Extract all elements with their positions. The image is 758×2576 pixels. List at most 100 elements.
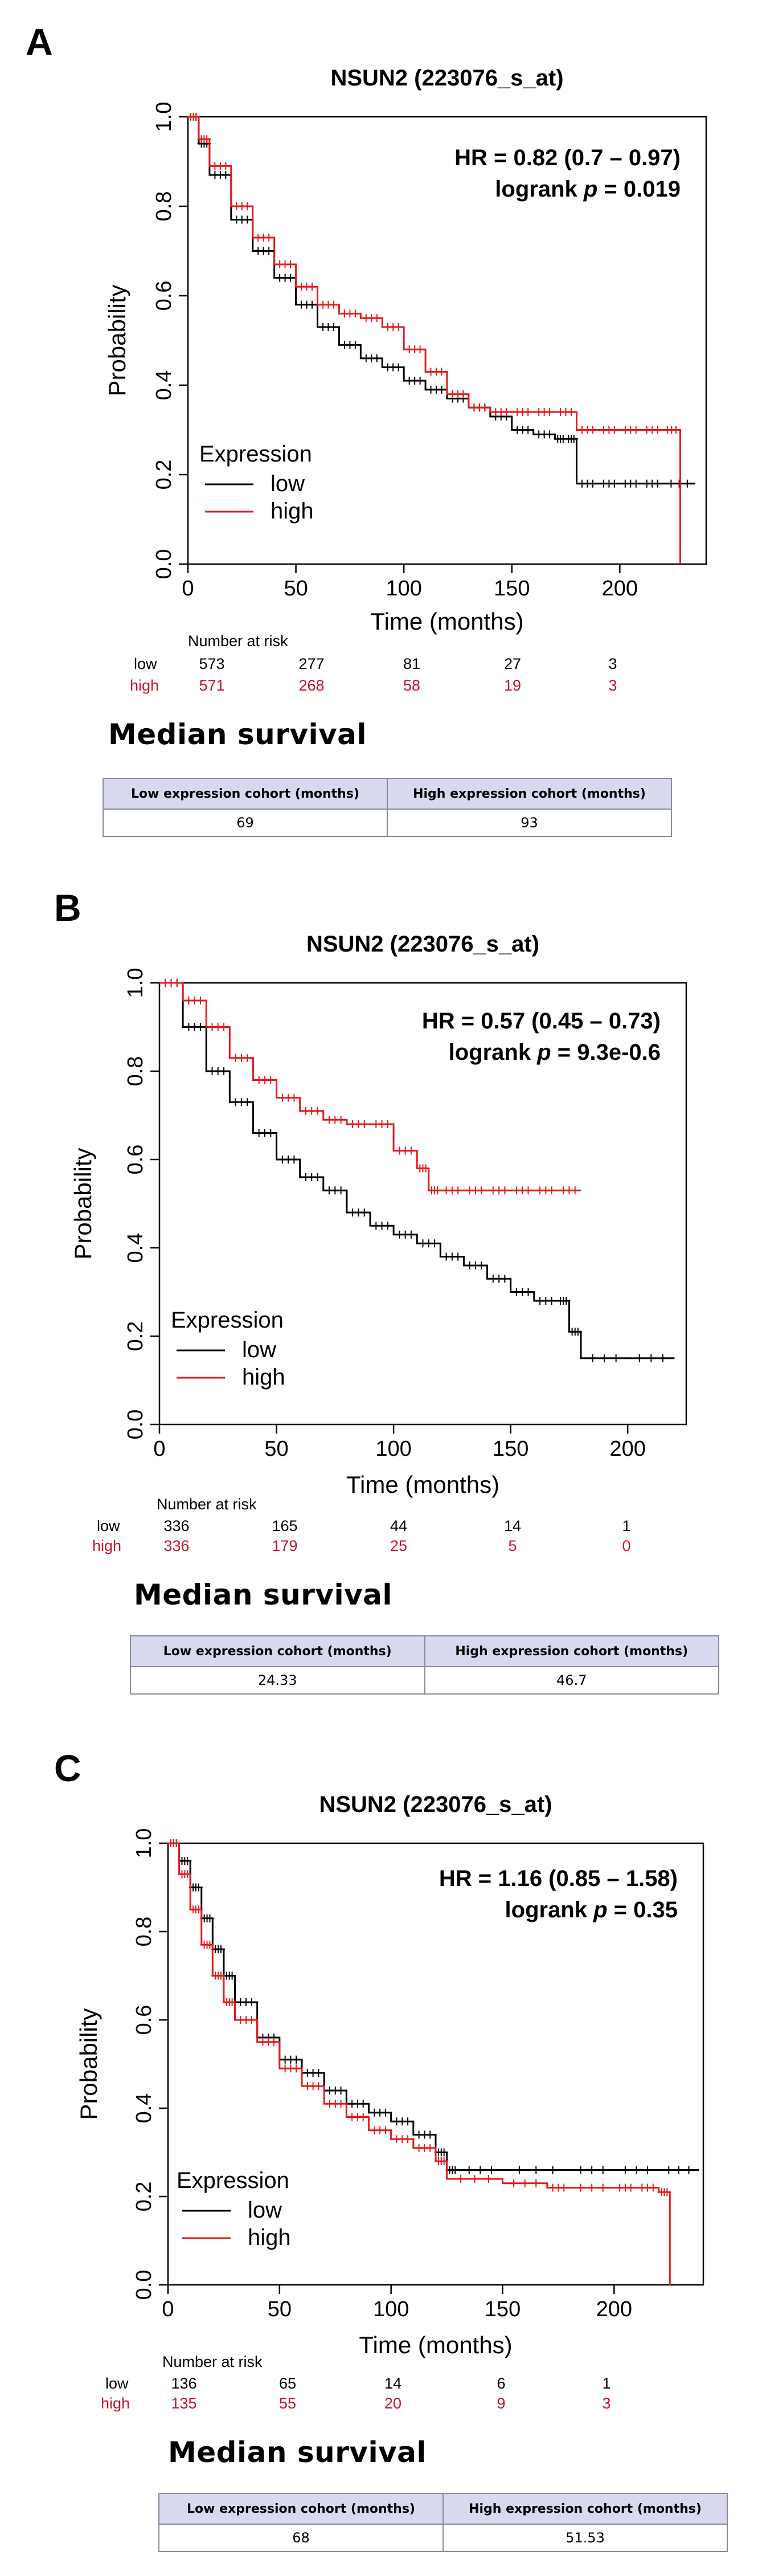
logrank-text: logrank p = 0.019 [495, 177, 681, 202]
censor-mark-low [632, 2166, 641, 2174]
censor-mark-high [308, 283, 317, 291]
censor-mark-low [394, 363, 403, 372]
censor-mark-high [649, 2183, 657, 2192]
censor-mark-high [270, 2038, 278, 2046]
censor-mark-low [313, 1173, 322, 1181]
censor-mark-high [501, 1186, 509, 1195]
censor-mark-low [588, 1354, 597, 1362]
censor-mark-high [222, 162, 230, 170]
censor-mark-low [329, 322, 338, 331]
censor-mark-high [653, 426, 662, 434]
legend-label-high: high [271, 499, 314, 524]
y-tick-label: 0.8 [132, 1917, 156, 1947]
censor-mark-low [610, 479, 618, 488]
censor-mark-low [675, 479, 683, 488]
censor-mark-low [644, 2166, 652, 2174]
risk-table-title: Number at risk [157, 1496, 257, 1513]
x-tick-label: 0 [153, 1437, 165, 1461]
censor-mark-high [532, 2179, 540, 2187]
km-plot: NSUN2 (223076_s_at) 0.0 0.2 0.4 0.6 0.8 1.0 0 50… [104, 66, 707, 635]
censor-mark-low [426, 2130, 435, 2139]
x-tick-label: 100 [373, 2297, 409, 2321]
censor-mark-low [621, 2166, 629, 2174]
censor-mark-high [206, 1941, 214, 1949]
risk-table-title: Number at risk [162, 2353, 263, 2370]
risk-value: 5 [508, 1537, 517, 1554]
censor-mark-high [440, 2157, 448, 2165]
plot-frame [187, 116, 707, 565]
risk-row-high: high 336 179 25 5 0 [0, 1537, 758, 1556]
censor-mark-high [671, 426, 680, 434]
censor-mark-low [451, 2166, 460, 2174]
risk-label: high [101, 2395, 130, 2412]
x-tick-label: 200 [610, 1437, 646, 1461]
censor-mark-high [265, 233, 273, 242]
high-cohort-header: High expression cohort (months) [442, 2493, 728, 2525]
legend-title: Expression [171, 1308, 284, 1333]
x-tick-label: 0 [162, 2297, 174, 2321]
risk-value: 336 [163, 1537, 190, 1554]
km-plot: NSUN2 (223076_s_at) 0.0 0.2 0.4 0.6 0.8 1.0 0 50… [75, 1792, 704, 2358]
risk-value: 65 [278, 2375, 297, 2392]
censor-mark-low [183, 1857, 192, 1865]
censor-mark-low [372, 354, 381, 362]
censor-mark-low [243, 1098, 252, 1107]
risk-value: 165 [272, 1517, 298, 1534]
censor-mark-high [337, 2100, 345, 2108]
censor-mark-high [588, 426, 597, 434]
plot-frame [158, 982, 687, 1426]
panel-c: C NSUN2 (223076_s_at) 0.0 0.2 0.4 0.6 0.8 1.0 0… [0, 1715, 758, 2576]
censor-mark-low [653, 479, 662, 488]
censor-mark-low [647, 1354, 655, 1362]
censor-mark-high [521, 2179, 529, 2187]
median-survival-table: Low expression cohort (months) High expr… [158, 2493, 728, 2552]
censor-mark-high [502, 408, 511, 417]
risk-value: 0 [622, 1537, 631, 1554]
high-cohort-value: 46.7 [424, 1666, 719, 1695]
censor-mark-low [477, 1262, 486, 1269]
censor-mark-low [476, 2166, 485, 2174]
low-cohort-value: 68 [158, 2524, 444, 2552]
censor-mark-high [571, 1186, 579, 1195]
y-tick-label: 0.4 [132, 2093, 156, 2124]
risk-table-title: Number at risk [188, 632, 288, 650]
median-survival-table: Low expression cohort (months) High expr… [130, 1635, 719, 1695]
km-curve-low [168, 1842, 699, 2171]
x-tick-label: 150 [494, 577, 530, 601]
censor-mark-high [547, 1186, 556, 1195]
panel-letter: A [26, 21, 53, 63]
censor-mark-low [600, 1354, 609, 1362]
risk-value: 14 [384, 2375, 402, 2392]
risk-label: high [130, 677, 159, 694]
y-tick-label: 0.0 [124, 1410, 147, 1440]
censor-mark-low [228, 1971, 236, 1980]
chart-title: NSUN2 (223076_s_at) [306, 932, 539, 957]
censor-mark-high [381, 2126, 390, 2134]
legend-label-low: low [248, 2198, 282, 2223]
censor-mark-low [465, 2166, 473, 2174]
censor-mark-high [485, 2175, 493, 2183]
hazard-ratio-text: HR = 0.57 (0.45 – 0.73) [422, 1009, 661, 1034]
censor-mark-high [421, 1164, 430, 1173]
y-tick-label: 0.4 [152, 370, 176, 401]
censor-mark-low [286, 273, 295, 282]
risk-value: 25 [390, 1537, 408, 1554]
censor-mark-low [351, 341, 359, 349]
censor-mark-low [222, 171, 230, 179]
censor-mark-high [203, 135, 211, 144]
censor-mark-high [192, 113, 200, 121]
legend-label-high: high [248, 2225, 291, 2250]
censor-mark-high [407, 1146, 415, 1155]
censor-mark-low [196, 1023, 204, 1031]
censor-mark-high [477, 1186, 486, 1195]
risk-value: 9 [497, 2395, 506, 2412]
risk-label: low [105, 2375, 129, 2392]
x-tick-label: 0 [182, 577, 194, 601]
km-plot: NSUN2 (223076_s_at) 0.0 0.2 0.4 0.6 0.8 1.0 0 50… [69, 932, 687, 1498]
censor-mark-high [524, 408, 532, 417]
censor-mark-high [599, 2183, 607, 2192]
censor-mark-low [683, 479, 691, 488]
censor-mark-high [481, 403, 489, 412]
censor-mark-high [286, 260, 295, 269]
censor-mark-low [573, 1328, 582, 1336]
